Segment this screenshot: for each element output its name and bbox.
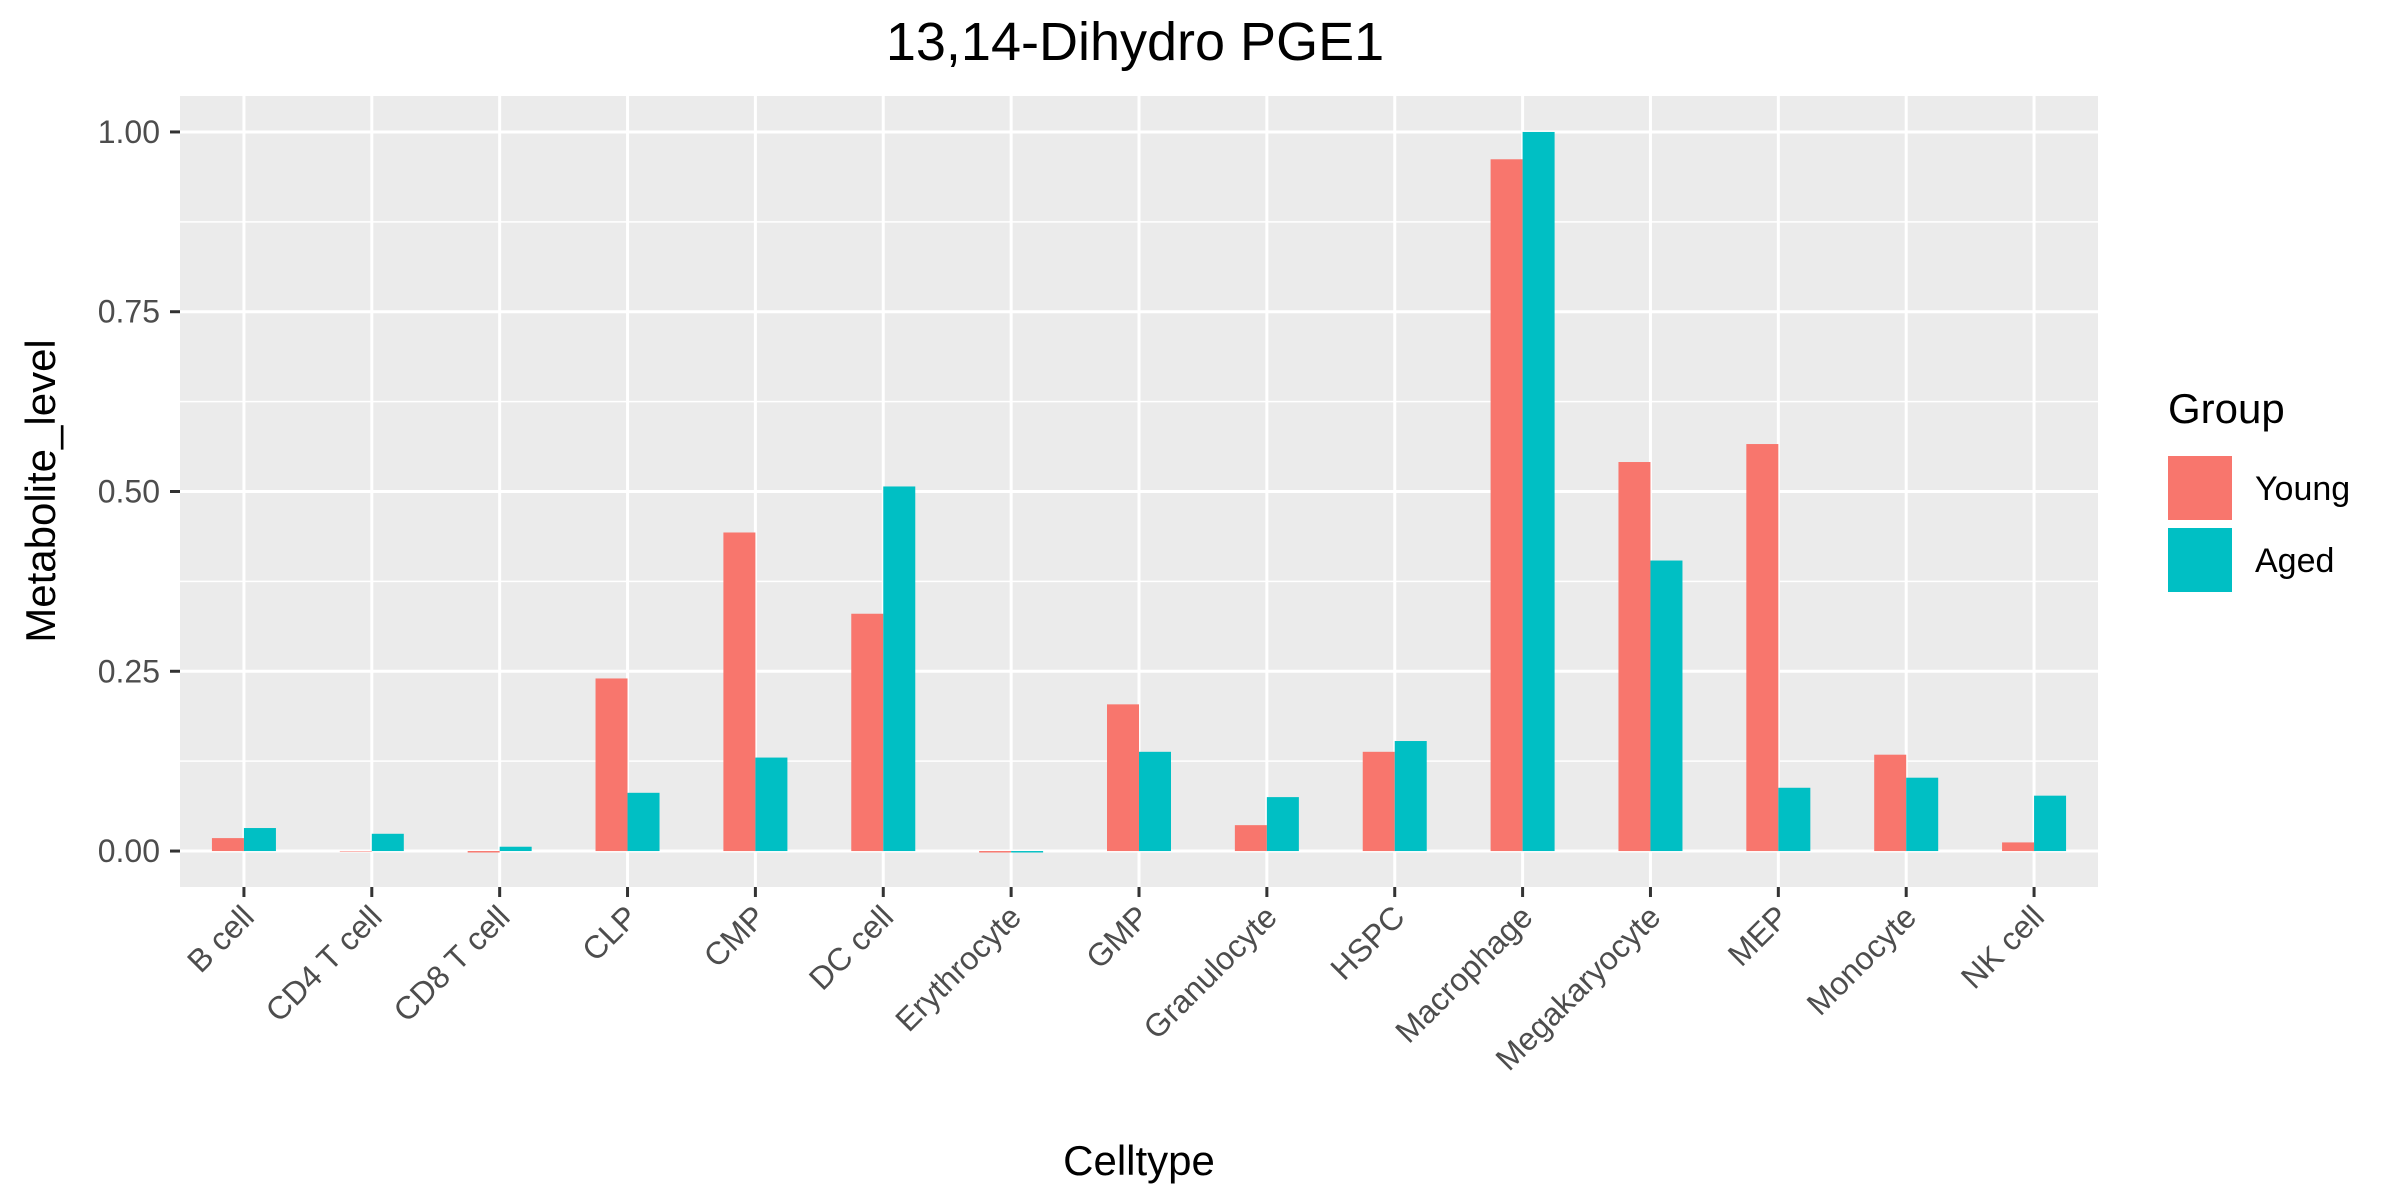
x-tick-label: Granulocyte xyxy=(1136,898,1283,1045)
bar-young-b-cell xyxy=(211,838,244,852)
bar-young-cmp xyxy=(723,532,756,852)
bar-young-mep xyxy=(1746,444,1779,852)
bar-aged-monocyte xyxy=(1906,777,1939,852)
legend: Group Young Aged xyxy=(2168,385,2350,592)
bar-aged-cd8-t-cell xyxy=(499,846,532,852)
y-axis: 0.00 0.25 0.50 0.75 1.00 xyxy=(98,114,180,869)
bar-young-cd4-t-cell xyxy=(339,851,372,852)
x-tick-label: CD8 T cell xyxy=(386,898,516,1028)
y-tick-label: 0.00 xyxy=(98,833,160,869)
legend-label-young: Young xyxy=(2255,470,2350,508)
bar-young-cd8-t-cell xyxy=(467,851,500,853)
x-tick-label: CD4 T cell xyxy=(258,898,388,1028)
bar-young-dc-cell xyxy=(851,613,884,852)
x-tick-label: Monocyte xyxy=(1800,898,1924,1022)
bar-aged-cmp xyxy=(755,757,788,852)
x-axis-title: Celltype xyxy=(1063,1137,1215,1184)
bar-young-hspc xyxy=(1362,751,1395,852)
x-tick-label: B cell xyxy=(180,898,261,979)
bar-aged-granulocyte xyxy=(1266,797,1299,852)
bar-young-megakaryocyte xyxy=(1618,462,1651,852)
bar-young-clp xyxy=(595,678,628,852)
bar-aged-clp xyxy=(627,792,660,852)
y-tick-label: 1.00 xyxy=(98,114,160,150)
x-tick-label: DC cell xyxy=(802,898,900,996)
legend-label-aged: Aged xyxy=(2255,542,2334,580)
x-tick-label: HSPC xyxy=(1323,898,1411,986)
chart-title: 13,14-Dihydro PGE1 xyxy=(886,12,1384,72)
legend-key-aged xyxy=(2168,528,2232,592)
bar-young-monocyte xyxy=(1874,754,1907,852)
x-tick-label: CLP xyxy=(575,898,644,967)
bars xyxy=(211,131,2067,853)
legend-items: Young Aged xyxy=(2168,456,2350,592)
bar-young-nk-cell xyxy=(2002,842,2035,852)
bar-aged-megakaryocyte xyxy=(1650,560,1683,852)
y-tick-label: 0.75 xyxy=(98,294,160,330)
y-tick-label: 0.25 xyxy=(98,653,160,689)
bar-aged-dc-cell xyxy=(883,486,916,852)
bar-young-macrophage xyxy=(1490,159,1523,852)
y-axis-title: Metabolite_level xyxy=(17,339,64,643)
bar-young-erythrocyte xyxy=(979,851,1012,853)
bar-aged-cd4-t-cell xyxy=(371,833,404,852)
bar-young-granulocyte xyxy=(1234,825,1267,852)
x-tick-label: CMP xyxy=(697,898,773,974)
x-tick-label: NK cell xyxy=(1954,898,2051,995)
legend-key-young xyxy=(2168,456,2232,520)
y-tick-label: 0.50 xyxy=(98,474,160,510)
bar-aged-mep xyxy=(1778,787,1811,852)
x-tick-label: MEP xyxy=(1721,898,1795,972)
bar-aged-b-cell xyxy=(243,828,276,852)
x-tick-label: Erythrocyte xyxy=(888,898,1028,1038)
bar-aged-macrophage xyxy=(1522,131,1555,852)
x-tick-label: GMP xyxy=(1079,898,1156,975)
bar-aged-gmp xyxy=(1139,751,1171,852)
bar-young-gmp xyxy=(1107,704,1139,852)
legend-title: Group xyxy=(2168,385,2285,432)
bar-aged-nk-cell xyxy=(2034,795,2067,852)
bar-aged-hspc xyxy=(1394,741,1427,852)
bar-aged-erythrocyte xyxy=(1011,851,1044,853)
